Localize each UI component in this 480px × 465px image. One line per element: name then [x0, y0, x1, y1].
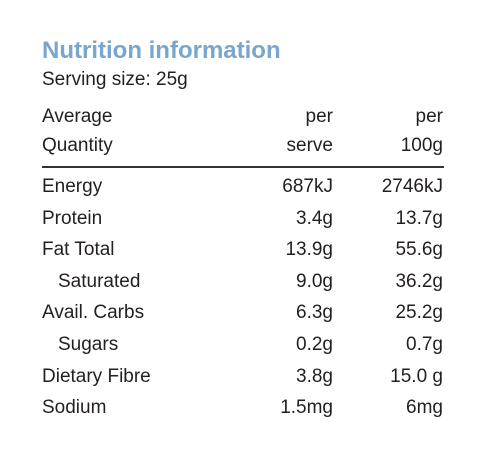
nutrient-value: 3.8g: [296, 365, 333, 387]
nutrient-value: 13.9g: [285, 239, 333, 261]
nutrient-value: 0.7g: [406, 334, 443, 355]
column-header: Average: [42, 106, 113, 127]
nutrient-value: 6mg: [406, 397, 443, 419]
nutrient-value: 36.2g: [395, 270, 443, 292]
nutrient-name: Energy: [42, 176, 103, 197]
nutrient-value: 3.4g: [296, 207, 333, 229]
nutrient-name: Saturated: [58, 270, 141, 292]
serving-size: Serving size: 25g: [42, 69, 188, 90]
title: Nutrition information: [42, 37, 281, 64]
nutrient-value: 13.7g: [395, 207, 443, 229]
column-header: 100g: [400, 135, 443, 156]
column-header: per: [415, 106, 443, 127]
column-header: Quantity: [42, 135, 113, 156]
nutrient-value: 687kJ: [282, 176, 333, 197]
nutrient-name: Avail. Carbs: [42, 302, 145, 324]
nutrient-value: 6.3g: [296, 302, 333, 324]
nutrient-value: 9.0g: [296, 270, 333, 292]
nutrient-value: 1.5mg: [280, 397, 333, 419]
nutrient-name: Sodium: [42, 397, 107, 419]
nutrient-name: Dietary Fibre: [42, 365, 151, 387]
nutrient-value: 15.0 g: [390, 365, 443, 387]
nutrient-name: Fat Total: [42, 239, 115, 261]
separator: [42, 166, 444, 168]
column-header: per: [305, 106, 333, 127]
nutrient-name: Sugars: [58, 334, 119, 355]
nutrient-value: 2746kJ: [381, 176, 443, 197]
nutrient-value: 0.2g: [296, 334, 333, 355]
nutrient-value: 25.2g: [395, 302, 443, 324]
column-header: serve: [286, 135, 333, 156]
nutrient-name: Protein: [42, 207, 103, 229]
nutrient-value: 55.6g: [395, 239, 443, 261]
